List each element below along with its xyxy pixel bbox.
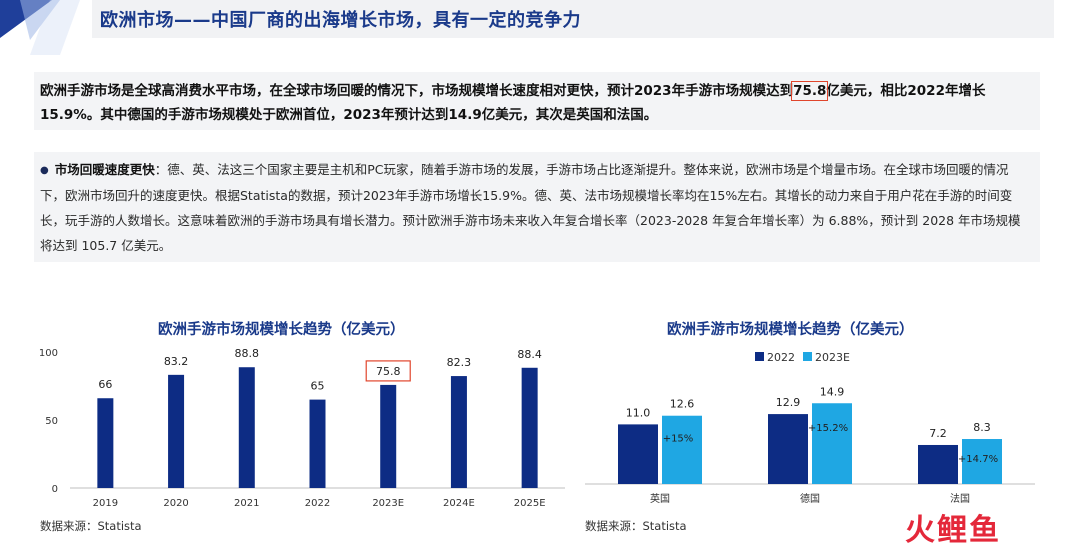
chart1-xtick-label: 2023E <box>372 498 404 509</box>
chart1-xtick-label: 2022 <box>305 498 330 509</box>
chart1-bar <box>309 399 326 488</box>
chart2-legend-label: 2022 <box>767 351 795 364</box>
chart1-highlight-box <box>365 360 411 382</box>
chart1-data-label: 65 <box>311 380 325 393</box>
summary-box <box>34 72 1040 130</box>
chart2-bar <box>962 439 1002 484</box>
chart2-growth-label: +15.2% <box>808 423 848 434</box>
chart1-ytick-label: 0 <box>52 484 58 495</box>
chart1-data-label: 82.3 <box>447 356 472 369</box>
chart1-bar <box>450 376 467 488</box>
chart2-bar <box>918 444 958 484</box>
chart2-xtick-label: 英国 <box>650 492 670 505</box>
summary-paragraph: 欧洲手游市场是全球高消费水平市场，在全球市场回暖的情况下，市场规模增长速度相对更… <box>40 79 1020 127</box>
chart2-legend-swatch <box>755 352 764 361</box>
page-title: 欧洲市场——中国厂商的出海增长市场，具有一定的竞争力 <box>100 10 581 31</box>
chart2-data-label: 7.2 <box>929 427 947 440</box>
detail-box <box>34 152 1040 262</box>
chart1-bar-chart: 0 50 100 66 2019 83.2 2020 88.8 2021 65 2022 75.8 20… <box>39 347 565 509</box>
chart2-legend-swatch <box>803 352 812 361</box>
chart1-bar <box>97 398 114 488</box>
chart1-source: 数据来源：Statista <box>40 519 142 533</box>
chart1-ytick-label: 50 <box>45 416 58 427</box>
summary-text-after: 亿美元，相比2022年增长15.9%。其中德国的手游市场规模处于欧洲首位，202… <box>40 83 986 123</box>
chart2-title: 欧洲手游市场规模增长趋势（亿美元） <box>667 322 914 338</box>
chart2-data-label: 12.9 <box>776 396 801 409</box>
chart1-title: 欧洲手游市场规模增长趋势（亿美元） <box>158 322 405 338</box>
summary-text-before: 欧洲手游市场是全球高消费水平市场，在全球市场回暖的情况下，市场规模增长速度相对更… <box>40 83 794 99</box>
chart2-growth-label: +14.7% <box>958 454 998 465</box>
chart1-data-label: 83.2 <box>164 355 189 368</box>
detail-lead: 市场回暖速度更快 <box>54 162 155 177</box>
chart1-xtick-label: 2024E <box>443 498 475 509</box>
header-bar <box>92 0 1054 38</box>
detail-body: ：德、英、法这三个国家主要是主机和PC玩家，随着手游市场的发展，手游市场占比逐渐… <box>40 162 1021 253</box>
chart2-data-label: 8.3 <box>973 421 991 434</box>
chart1-bar <box>380 384 397 488</box>
corner-decoration <box>0 0 80 55</box>
chart2-xtick-label: 德国 <box>800 492 820 505</box>
chart2-legend-label: 2023E <box>815 351 850 364</box>
chart1-data-label: 88.8 <box>235 347 259 360</box>
bullet-icon: ● <box>40 165 49 176</box>
chart1-xtick-label: 2019 <box>93 498 118 509</box>
chart2-bar <box>618 424 658 484</box>
watermark-logo: 火鲤鱼 <box>905 513 1001 548</box>
detail-paragraph: ● 市场回暖速度更快：德、英、法这三个国家主要是主机和PC玩家，随着手游市场的发展… <box>40 157 1030 258</box>
chart2-bar <box>768 414 808 484</box>
chart2-grouped-bar-chart: 2022 2023E 11.0 12.6 +15% 英国 12.9 14.9 +15.2% 德国 7… <box>585 351 1035 505</box>
chart1-data-label: 66 <box>98 378 112 391</box>
chart2-bar <box>812 403 852 484</box>
chart1-bar <box>238 367 255 488</box>
chart2-xtick-label: 法国 <box>950 492 970 505</box>
chart1-bar <box>521 367 538 488</box>
chart1-xtick-label: 2021 <box>234 498 259 509</box>
chart1-bar <box>168 374 185 488</box>
chart2-data-label: 14.9 <box>820 385 845 398</box>
chart1-data-label: 88.4 <box>517 348 542 361</box>
chart2-data-label: 11.0 <box>626 406 651 419</box>
chart2-bar <box>662 415 702 484</box>
chart1-ytick-label: 100 <box>39 348 58 359</box>
chart2-source: 数据来源：Statista <box>585 519 687 533</box>
chart2-data-label: 12.6 <box>670 398 695 411</box>
summary-highlight-value: 75.8 <box>791 81 829 101</box>
chart1-data-label: 75.8 <box>376 365 401 378</box>
chart1-xtick-label: 2020 <box>163 498 188 509</box>
chart2-growth-label: +15% <box>663 433 694 444</box>
chart1-xtick-label: 2025E <box>514 498 546 509</box>
